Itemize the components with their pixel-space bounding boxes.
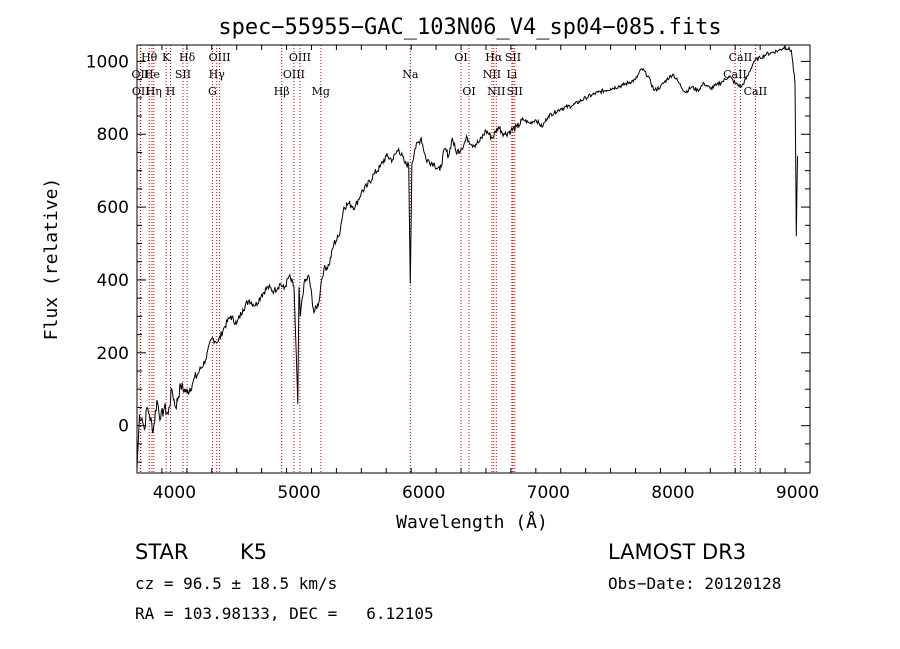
spectral-line-label: OIII	[283, 68, 305, 81]
spectral-line-label: SII	[505, 51, 521, 64]
spectral-line-label: NII	[483, 68, 501, 81]
object-type: STAR	[135, 540, 189, 564]
spectral-line-label: Hθ	[141, 51, 158, 64]
y-tick-label: 600	[97, 198, 129, 218]
chart-title: spec−55955−GAC_103N06_V4_sp04−085.fits	[218, 15, 721, 40]
spectral-line-label: G	[208, 85, 217, 98]
subclass: K5	[240, 540, 268, 564]
spectral-line-label: Na	[402, 68, 419, 81]
spectral-line-label: OIII	[289, 51, 311, 64]
spectral-line-label: SII	[175, 68, 191, 81]
spectral-line-label: Hγ	[209, 68, 226, 81]
spectral-line-label: Hβ	[274, 85, 290, 98]
spectral-line-label: OII	[132, 85, 150, 98]
spectrum-line	[136, 45, 798, 470]
coordinates: RA = 103.98133, DEC = 6.12105	[135, 604, 434, 623]
spectral-line-label: OII	[132, 68, 150, 81]
y-tick-label: 800	[97, 125, 129, 145]
spectral-line-label: CaII	[729, 51, 753, 64]
spectral-line-label: CaII	[744, 85, 768, 98]
spectral-line-label: OI	[462, 85, 475, 98]
plot-frame	[136, 44, 811, 474]
x-tick-label: 6000	[402, 483, 445, 503]
spectral-line-label: OI	[454, 51, 467, 64]
y-axis-label: Flux (relative)	[41, 178, 62, 341]
y-tick-label: 400	[97, 271, 129, 291]
x-tick-label: 9000	[776, 483, 819, 503]
y-tick-label: 0	[118, 417, 129, 437]
spectral-line-label: NII	[487, 85, 505, 98]
redshift-cz: cz = 96.5 ± 18.5 km/s	[135, 574, 338, 593]
x-tick-label: 4000	[153, 483, 196, 503]
spectral-line-label: Hδ	[179, 51, 196, 64]
spectral-line-label: SII	[507, 85, 523, 98]
survey-name: LAMOST DR3	[608, 540, 747, 564]
x-axis-label: Wavelength (Å)	[396, 511, 548, 533]
spectral-line-label: Li	[506, 68, 517, 81]
spectral-line-label: OIII	[209, 51, 231, 64]
spectral-line-label: Mg	[312, 85, 330, 98]
y-tick-label: 1000	[86, 52, 129, 72]
y-tick-label: 200	[97, 344, 129, 364]
obs-date: Obs−Date: 20120128	[608, 574, 782, 593]
spectral-line-label: Hα	[485, 51, 503, 64]
spectral-line-label: CaII	[723, 68, 747, 81]
x-tick-label: 7000	[527, 483, 570, 503]
x-tick-label: 5000	[277, 483, 320, 503]
spectral-line-label: H	[166, 85, 176, 98]
spectral-line-label: K	[162, 51, 171, 64]
x-tick-label: 8000	[651, 483, 694, 503]
spectral-line-label: He	[144, 68, 160, 81]
spectral-line-label: Hη	[146, 85, 162, 98]
